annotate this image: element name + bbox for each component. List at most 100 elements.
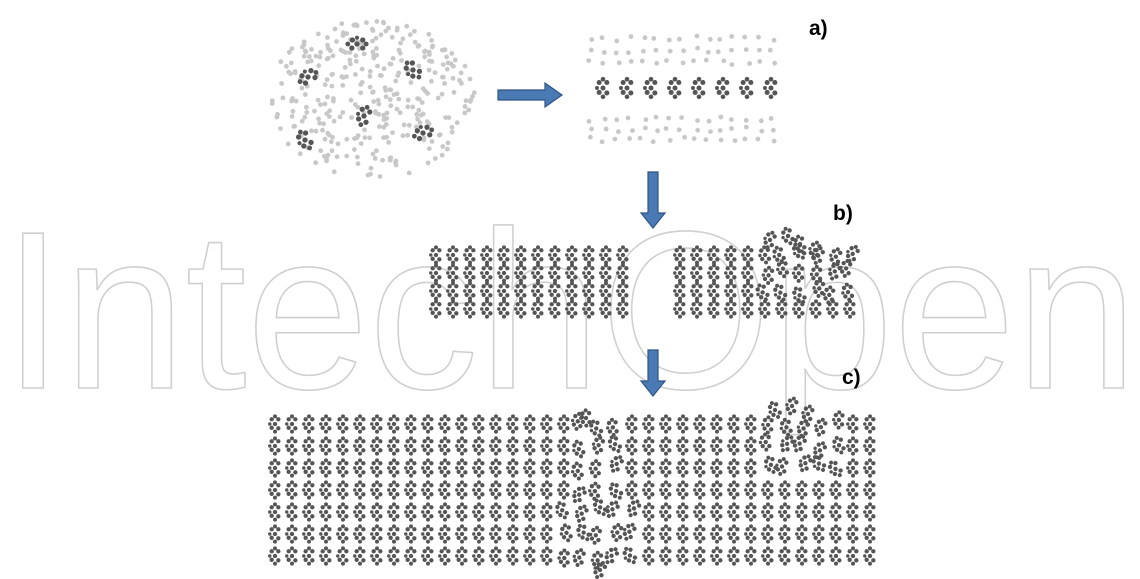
molecule (421, 480, 434, 500)
solvent-particle (395, 73, 401, 78)
solvent-particle (589, 126, 594, 132)
solvent-particle (370, 151, 376, 157)
solvent-particle (429, 78, 434, 84)
molecule (472, 480, 485, 500)
solvent-particle (421, 135, 427, 141)
solvent-particle (742, 136, 748, 142)
molecule (285, 480, 298, 500)
solvent-particle (348, 97, 354, 103)
solvent-particle (641, 48, 646, 54)
solvent-particle (721, 58, 727, 64)
solvent-particle (376, 111, 382, 117)
molecule (761, 480, 774, 500)
arrow-down-a-to-b (639, 171, 667, 229)
solvent-particle (695, 127, 701, 133)
solvent-particle (290, 108, 296, 114)
solvent-particle (406, 170, 412, 176)
solvent-particle (586, 58, 592, 63)
molecule (727, 546, 740, 566)
molecule (676, 502, 689, 522)
solvent-particle (445, 146, 450, 152)
solvent-particle (414, 124, 419, 130)
molecule (744, 436, 757, 456)
solvent-particle (463, 98, 469, 104)
solvent-particle (373, 109, 378, 114)
solvent-particle (682, 134, 687, 140)
molecule (761, 546, 774, 566)
solvent-particle (367, 73, 373, 79)
solvent-particle (449, 51, 455, 56)
solvent-particle (757, 47, 762, 53)
molecule (642, 436, 655, 456)
molecule (506, 546, 519, 566)
molecule (676, 480, 689, 500)
molecule (778, 546, 791, 566)
molecule (863, 480, 876, 500)
solvent-particle (667, 48, 673, 54)
solvent-particle (374, 148, 379, 154)
solvent-particle (387, 61, 393, 67)
solvent-particle (396, 47, 402, 53)
solvent-particle (367, 135, 373, 141)
solvent-particle (444, 54, 449, 60)
solvent-particle (301, 53, 307, 59)
solvent-particle (302, 114, 308, 120)
solvent-particle (416, 43, 422, 48)
solvent-particle (370, 38, 375, 44)
solvent-particle (426, 67, 432, 73)
solvent-particle (643, 117, 649, 123)
solvent-particle (663, 126, 669, 131)
solvent-particle (334, 154, 340, 160)
solvent-particle (613, 50, 619, 56)
molecule (625, 436, 638, 456)
molecule (863, 546, 876, 566)
molecule (438, 502, 451, 522)
molecule (319, 502, 332, 522)
solvent-particle (379, 73, 384, 78)
solvent-particle (384, 134, 389, 140)
solvent-particle (324, 56, 330, 62)
molecule (353, 458, 366, 478)
solvent-particle (340, 110, 346, 115)
solvent-particle (269, 101, 275, 106)
molecule (506, 480, 519, 500)
molecule (268, 546, 281, 566)
solvent-particle (599, 139, 605, 145)
solvent-particle (289, 114, 295, 119)
molecule (523, 524, 536, 544)
molecule (285, 546, 298, 566)
solvent-particle (718, 114, 724, 120)
molecule (557, 548, 570, 568)
solvent-particle (286, 69, 292, 75)
solvent-particle (285, 141, 291, 147)
solvent-particle (695, 118, 700, 123)
molecule (285, 458, 298, 478)
solvent-particle (466, 107, 472, 113)
solvent-particle (451, 89, 457, 95)
molecule (710, 524, 723, 544)
solvent-particle (429, 59, 435, 64)
solvent-particle (321, 121, 326, 127)
solvent-particle (304, 104, 309, 110)
molecule (588, 458, 602, 479)
molecule (370, 458, 383, 478)
solvent-particle (603, 126, 609, 132)
solvent-particle (743, 47, 749, 52)
solvent-particle (416, 63, 422, 69)
molecule (302, 480, 315, 500)
solvent-particle (352, 147, 357, 152)
panel-label-a: a) (809, 17, 828, 40)
solvent-particle (667, 138, 673, 143)
solvent-particle (400, 36, 406, 42)
solvent-particle (715, 49, 721, 55)
solvent-particle (600, 60, 606, 66)
solvent-particle (383, 28, 389, 34)
solvent-particle (679, 115, 684, 120)
solvent-particle (717, 37, 723, 42)
molecule (693, 546, 706, 566)
solvent-particles (269, 19, 778, 179)
solvent-particle (330, 71, 335, 77)
solvent-particle (450, 75, 456, 81)
molecule (557, 436, 570, 456)
solvent-particle (353, 53, 359, 59)
